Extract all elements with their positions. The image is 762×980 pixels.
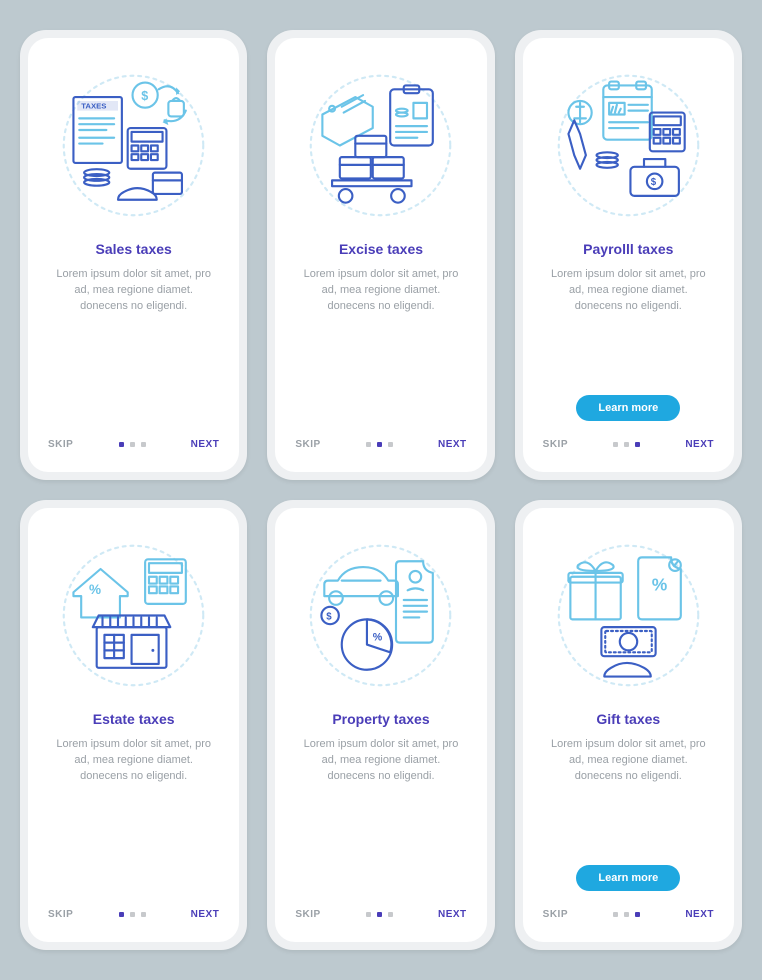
gift-taxes-icon: % [551, 538, 706, 693]
onboarding-nav: SKIP NEXT [541, 439, 716, 454]
excise-taxes-icon [303, 68, 458, 223]
phone-frame-gift: % Gift taxes Lorem ipsum dolor sit amet,… [515, 500, 742, 950]
svg-text:$: $ [651, 177, 657, 188]
screen-excise: Excise taxes Lorem ipsum dolor sit amet,… [275, 38, 486, 472]
learn-more-button[interactable]: Learn more [576, 865, 680, 891]
dot-1[interactable] [119, 442, 124, 447]
onboarding-nav: SKIP NEXT [293, 909, 468, 924]
next-button[interactable]: NEXT [685, 909, 714, 920]
dot-2[interactable] [624, 912, 629, 917]
dot-2[interactable] [130, 442, 135, 447]
payroll-taxes-icon: $ [551, 68, 706, 223]
onboarding-nav: SKIP NEXT [293, 439, 468, 454]
dot-2[interactable] [377, 442, 382, 447]
screen-title: Property taxes [332, 711, 429, 727]
onboarding-nav: SKIP NEXT [541, 909, 716, 924]
screen-desc: Lorem ipsum dolor sit amet, pro ad, mea … [46, 267, 221, 315]
next-button[interactable]: NEXT [438, 909, 467, 920]
dot-1[interactable] [613, 912, 618, 917]
dot-1[interactable] [366, 442, 371, 447]
screen-gift: % Gift taxes Lorem ipsum dolor sit amet,… [523, 508, 734, 942]
skip-button[interactable]: SKIP [295, 909, 320, 920]
dot-3[interactable] [388, 442, 393, 447]
sales-taxes-icon: TAXES $ [56, 68, 211, 223]
screen-sales: TAXES $ [28, 38, 239, 472]
skip-button[interactable]: SKIP [295, 439, 320, 450]
screen-title: Estate taxes [93, 711, 175, 727]
svg-text:$: $ [141, 89, 148, 103]
dot-2[interactable] [377, 912, 382, 917]
phone-frame-property: $ % Property taxes Lorem ipsum dolor sit… [267, 500, 494, 950]
phone-frame-sales: TAXES $ [20, 30, 247, 480]
skip-button[interactable]: SKIP [543, 909, 568, 920]
screen-desc: Lorem ipsum dolor sit amet, pro ad, mea … [293, 267, 468, 315]
skip-button[interactable]: SKIP [48, 439, 73, 450]
dot-1[interactable] [119, 912, 124, 917]
dot-1[interactable] [613, 442, 618, 447]
svg-text:%: % [652, 574, 668, 594]
estate-taxes-icon: % [56, 538, 211, 693]
phone-frame-estate: % E [20, 500, 247, 950]
dot-3[interactable] [635, 912, 640, 917]
skip-button[interactable]: SKIP [543, 439, 568, 450]
screen-estate: % E [28, 508, 239, 942]
dot-2[interactable] [130, 912, 135, 917]
page-dots [366, 442, 393, 447]
dot-3[interactable] [141, 912, 146, 917]
screen-title: Sales taxes [96, 241, 172, 257]
next-button[interactable]: NEXT [191, 439, 220, 450]
svg-text:%: % [89, 582, 101, 597]
phone-frame-payroll: $ Payrolll taxes Lorem ipsum dolor sit a… [515, 30, 742, 480]
dot-3[interactable] [388, 912, 393, 917]
phone-frame-excise: Excise taxes Lorem ipsum dolor sit amet,… [267, 30, 494, 480]
page-dots [119, 912, 146, 917]
screen-payroll: $ Payrolll taxes Lorem ipsum dolor sit a… [523, 38, 734, 472]
screen-desc: Lorem ipsum dolor sit amet, pro ad, mea … [46, 737, 221, 785]
page-dots [613, 912, 640, 917]
svg-text:$: $ [327, 611, 333, 622]
learn-more-button[interactable]: Learn more [576, 395, 680, 421]
dot-1[interactable] [366, 912, 371, 917]
skip-button[interactable]: SKIP [48, 909, 73, 920]
svg-text:TAXES: TAXES [81, 102, 106, 111]
screen-title: Excise taxes [339, 241, 423, 257]
page-dots [366, 912, 393, 917]
screen-desc: Lorem ipsum dolor sit amet, pro ad, mea … [293, 737, 468, 785]
next-button[interactable]: NEXT [685, 439, 714, 450]
screen-desc: Lorem ipsum dolor sit amet, pro ad, mea … [541, 737, 716, 785]
dot-2[interactable] [624, 442, 629, 447]
onboarding-nav: SKIP NEXT [46, 909, 221, 924]
page-dots [119, 442, 146, 447]
page-dots [613, 442, 640, 447]
next-button[interactable]: NEXT [191, 909, 220, 920]
onboarding-nav: SKIP NEXT [46, 439, 221, 454]
svg-text:%: % [373, 632, 383, 644]
property-taxes-icon: $ % [303, 538, 458, 693]
dot-3[interactable] [635, 442, 640, 447]
next-button[interactable]: NEXT [438, 439, 467, 450]
screen-desc: Lorem ipsum dolor sit amet, pro ad, mea … [541, 267, 716, 315]
screen-title: Gift taxes [596, 711, 660, 727]
screen-property: $ % Property taxes Lorem ipsum dolor sit… [275, 508, 486, 942]
dot-3[interactable] [141, 442, 146, 447]
screen-title: Payrolll taxes [583, 241, 673, 257]
